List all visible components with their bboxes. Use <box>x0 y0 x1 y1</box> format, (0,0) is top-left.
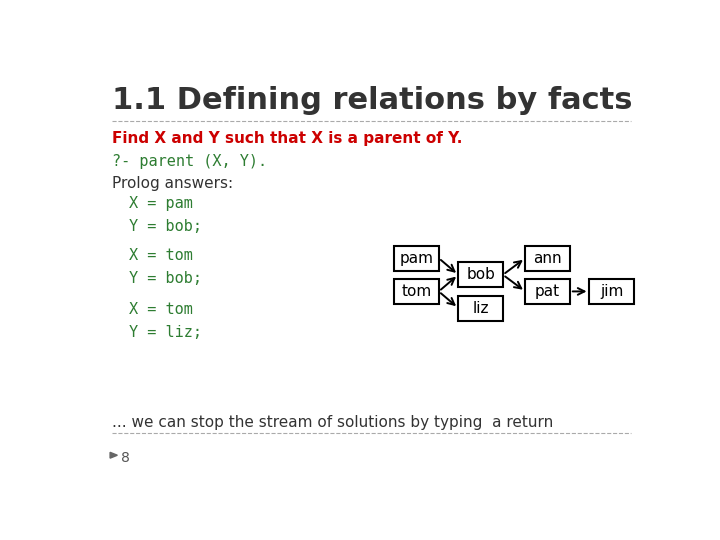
FancyBboxPatch shape <box>526 246 570 271</box>
Text: jim: jim <box>600 284 624 299</box>
Text: ann: ann <box>534 251 562 266</box>
Text: 1.1 Defining relations by facts: 1.1 Defining relations by facts <box>112 85 633 114</box>
FancyBboxPatch shape <box>526 279 570 304</box>
FancyBboxPatch shape <box>458 295 503 321</box>
FancyBboxPatch shape <box>458 262 503 287</box>
Text: X = tom
Y = liz;: X = tom Y = liz; <box>129 302 202 340</box>
Text: pat: pat <box>535 284 560 299</box>
Polygon shape <box>110 453 117 458</box>
Text: liz: liz <box>472 301 489 315</box>
Text: 8: 8 <box>121 451 130 464</box>
FancyBboxPatch shape <box>394 279 438 304</box>
FancyBboxPatch shape <box>394 246 438 271</box>
Text: X = tom
Y = bob;: X = tom Y = bob; <box>129 248 202 286</box>
FancyBboxPatch shape <box>590 279 634 304</box>
Text: bob: bob <box>466 267 495 282</box>
Text: Prolog answers:: Prolog answers: <box>112 176 233 191</box>
Text: ?- parent (X, Y).: ?- parent (X, Y). <box>112 154 267 169</box>
Text: Find X and Y such that X is a parent of Y.: Find X and Y such that X is a parent of … <box>112 131 463 146</box>
Text: X = pam
Y = bob;: X = pam Y = bob; <box>129 196 202 234</box>
Text: ... we can stop the stream of solutions by typing  a return: ... we can stop the stream of solutions … <box>112 415 554 430</box>
Text: tom: tom <box>401 284 431 299</box>
Text: pam: pam <box>400 251 433 266</box>
